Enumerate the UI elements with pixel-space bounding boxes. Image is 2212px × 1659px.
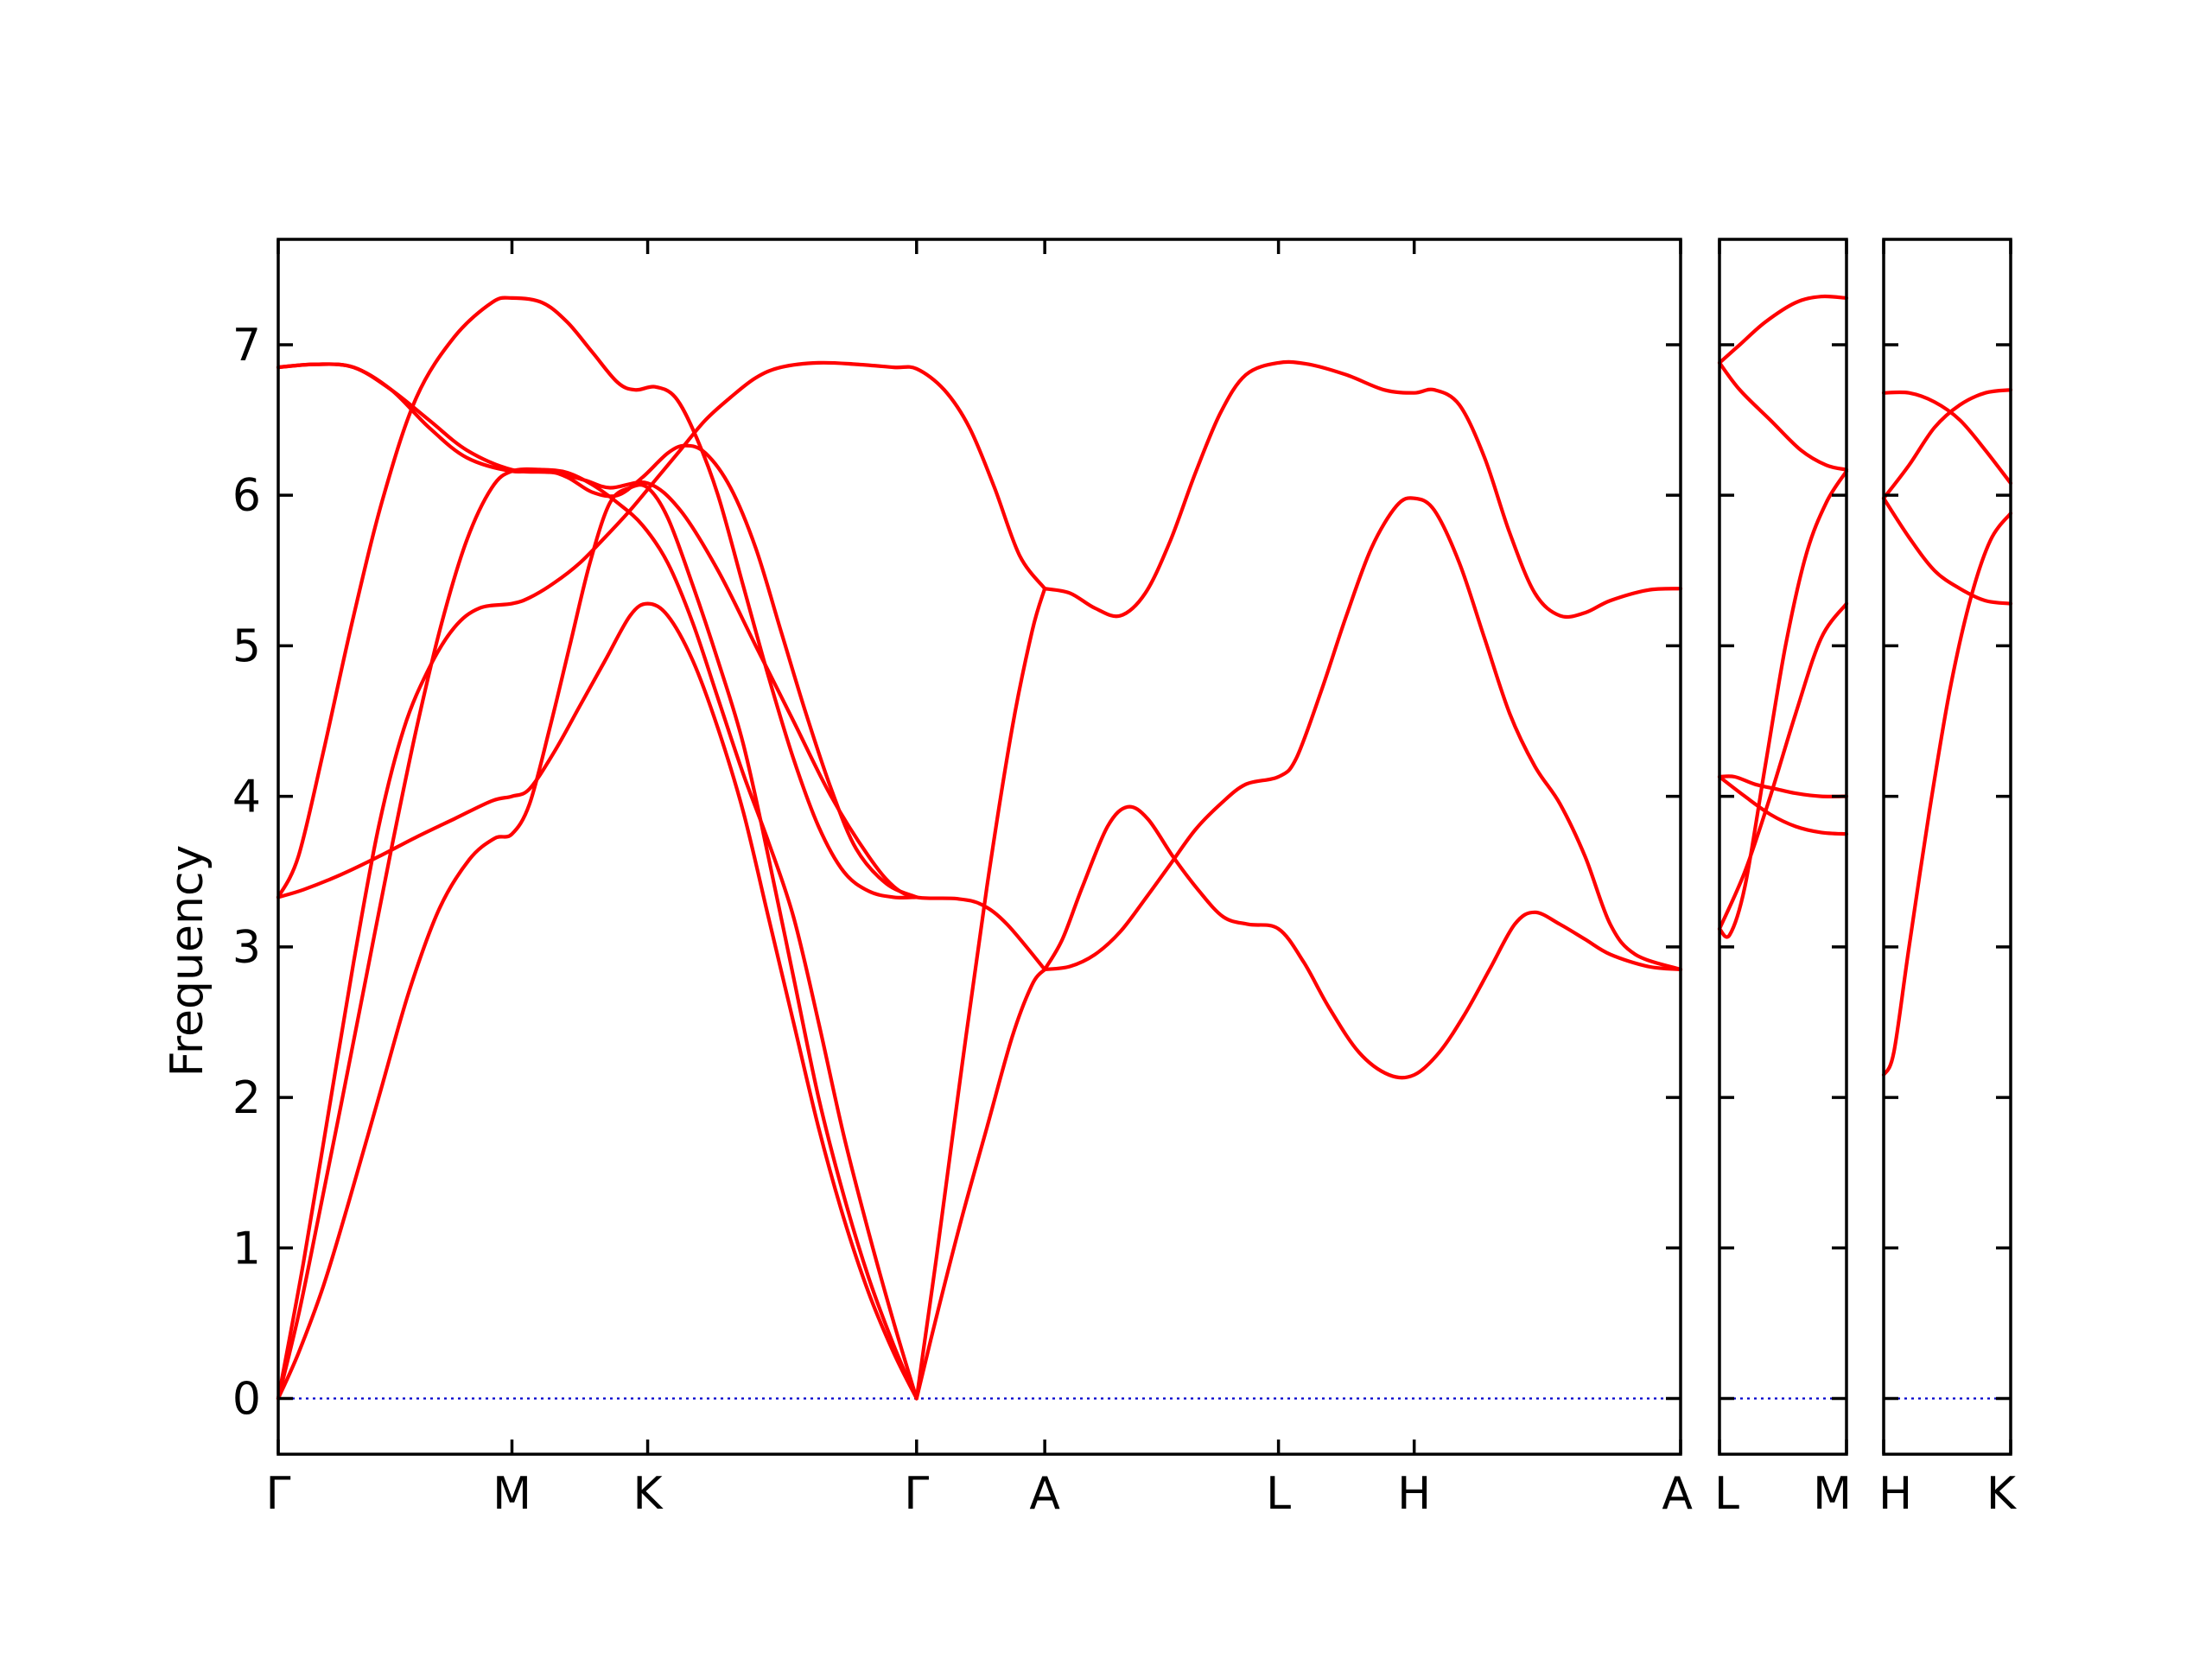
x-tick-label: M [1813, 1468, 1852, 1520]
panel-frame [1882, 238, 2012, 1456]
band-L-M-5 [1717, 774, 1849, 836]
band-L-M-4 [1717, 774, 1849, 798]
x-tick-label: H [1878, 1468, 1912, 1520]
x-tick-label: L [1266, 1468, 1291, 1520]
panel-main: 0 1 2 3 4 5 6 7 Γ M K Γ A L H A [232, 238, 1693, 1520]
band-H-K-3 [1881, 496, 2013, 606]
band-main-9 [914, 587, 1047, 1401]
band-main-4 [276, 360, 1047, 1401]
band-main-7 [276, 362, 918, 899]
band-main-3 [276, 483, 918, 1401]
y-tick-label: 5 [232, 620, 261, 672]
band-main-1 [276, 362, 1047, 972]
panel-frame [276, 238, 1682, 1456]
band-main-12 [1043, 496, 1683, 972]
y-tick-label: 6 [232, 470, 261, 522]
x-tick-label: Γ [266, 1468, 291, 1520]
x-tick-label: H [1397, 1468, 1431, 1520]
band-L-M-3 [1717, 469, 1849, 939]
band-main-10 [1043, 359, 1683, 620]
x-tick-label: A [1662, 1468, 1693, 1520]
y-tick-label: 7 [232, 320, 261, 372]
y-tick-label: 4 [232, 772, 261, 823]
y-tick-label: 3 [232, 922, 261, 974]
band-main-2 [276, 601, 918, 1401]
panel-frame [1718, 238, 1848, 1456]
band-L-M-2 [1717, 360, 1849, 472]
x-tick-label: K [633, 1468, 664, 1520]
y-tick-label: 1 [232, 1223, 261, 1274]
x-tick-label: Γ [904, 1468, 929, 1520]
band-main-11 [1043, 804, 1683, 1080]
band-H-K-1 [1881, 390, 2013, 486]
y-tick-label: 2 [232, 1072, 261, 1124]
x-tick-label: A [1029, 1468, 1060, 1520]
band-H-K-4 [1881, 512, 2013, 1077]
band-main-8 [914, 967, 1047, 1401]
band-L-M-6 [1717, 601, 1849, 931]
x-tick-label: M [493, 1468, 531, 1520]
y-axis-label: Frequency [162, 845, 213, 1077]
band-L-M-1 [1717, 294, 1849, 365]
band-main-5 [276, 467, 918, 1401]
y-tick-label: 0 [232, 1374, 261, 1426]
x-tick-label: L [1714, 1468, 1739, 1520]
band-H-K-2 [1881, 388, 2013, 500]
x-tick-label: K [1986, 1468, 2018, 1520]
band-main-6 [276, 296, 918, 899]
